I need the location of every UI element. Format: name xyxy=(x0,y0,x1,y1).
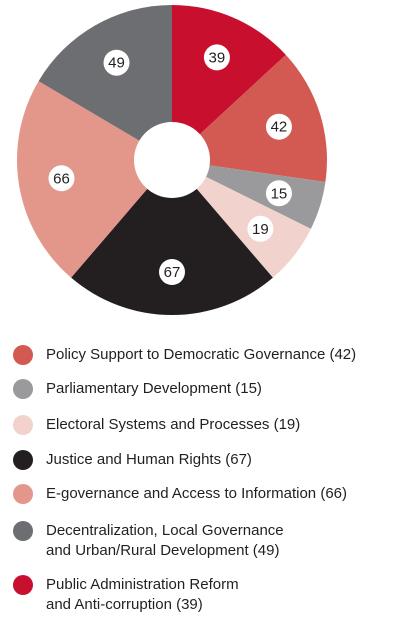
legend-line: E-governance and Access to Information (… xyxy=(46,485,347,502)
legend-swatch xyxy=(13,450,33,470)
legend-line: Parliamentary Development (15) xyxy=(46,380,262,397)
legend-line: and Anti-corruption (39) xyxy=(46,596,203,613)
legend-line: Public Administration Reform xyxy=(46,576,239,593)
slice-value-badge xyxy=(265,180,292,207)
slice-value-badge xyxy=(265,113,292,140)
slice-value-badge xyxy=(203,44,230,71)
slice-value-text: 15 xyxy=(271,185,288,202)
slice-decentralization-local-governance-and-urban-rural-development xyxy=(38,5,172,160)
slice-value-label: 66 xyxy=(48,165,75,192)
slice-value-label: 19 xyxy=(247,215,274,242)
legend-label: Parliamentary Development (15) xyxy=(46,379,262,399)
legend-swatch xyxy=(13,379,33,399)
slice-value-label: 15 xyxy=(265,180,292,207)
legend-line: and Urban/Rural Development (49) xyxy=(46,542,280,559)
slice-justice-and-human-rights xyxy=(71,160,273,315)
legend-label: Decentralization, Local Governance and U… xyxy=(46,521,284,561)
slice-parliamentary-development xyxy=(172,160,326,229)
slice-value-badge xyxy=(247,215,274,242)
legend-item-parliamentary: Parliamentary Development (15) xyxy=(13,379,262,399)
legend-item-policy-support: Policy Support to Democratic Governance … xyxy=(13,345,356,365)
legend-item-electoral: Electoral Systems and Processes (19) xyxy=(13,415,300,435)
slice-value-label: 42 xyxy=(265,113,292,140)
legend-label: E-governance and Access to Information (… xyxy=(46,484,347,504)
legend-item-justice: Justice and Human Rights (67) xyxy=(13,450,252,470)
slice-value-badge xyxy=(103,49,130,76)
slice-value-label: 39 xyxy=(203,44,230,71)
slice-value-label: 49 xyxy=(103,49,130,76)
slice-e-governance-and-access-to-information xyxy=(17,81,173,278)
legend-line: Decentralization, Local Governance xyxy=(46,522,284,539)
legend-swatch xyxy=(13,415,33,435)
legend-swatch xyxy=(13,345,33,365)
slice-value-badge xyxy=(48,165,75,192)
donut-slices xyxy=(17,5,327,315)
slice-value-text: 67 xyxy=(164,264,181,281)
legend-line: Electoral Systems and Processes (19) xyxy=(46,416,301,433)
legend-label: Electoral Systems and Processes (19) xyxy=(46,415,300,435)
slice-value-label: 67 xyxy=(159,259,185,285)
slice-value-text: 42 xyxy=(271,119,288,136)
slice-value-text: 39 xyxy=(209,49,226,66)
legend-line: Justice and Human Rights (67) xyxy=(46,451,252,468)
donut-chart: 39 42 15 19 67 66 49 xyxy=(17,5,327,315)
legend-item-decentralization: Decentralization, Local Governance and U… xyxy=(13,521,284,561)
legend-label: Policy Support to Democratic Governance … xyxy=(46,345,356,365)
slice-value-text: 66 xyxy=(53,170,70,187)
slice-electoral-systems-and-processes xyxy=(172,160,311,278)
legend-item-public-admin: Public Administration Reform and Anti-co… xyxy=(13,575,239,615)
donut-hole xyxy=(134,122,210,198)
legend-line: Policy Support to Democratic Governance … xyxy=(46,346,357,363)
slice-value-text: 49 xyxy=(108,55,125,72)
slice-value-text: 19 xyxy=(252,221,269,238)
legend-label: Justice and Human Rights (67) xyxy=(46,450,252,470)
slice-value-badge xyxy=(159,259,185,285)
slice-policy-support-to-democratic-governance xyxy=(172,54,327,183)
slice-labels: 39 42 15 19 67 66 49 xyxy=(48,44,292,285)
legend-swatch xyxy=(13,575,33,595)
legend-item-egovernance: E-governance and Access to Information (… xyxy=(13,484,347,504)
slice-public-administration-reform-and-anti-corruption xyxy=(172,5,286,160)
legend-swatch xyxy=(13,521,33,541)
legend-swatch xyxy=(13,484,33,504)
legend-label: Public Administration Reform and Anti-co… xyxy=(46,575,239,615)
